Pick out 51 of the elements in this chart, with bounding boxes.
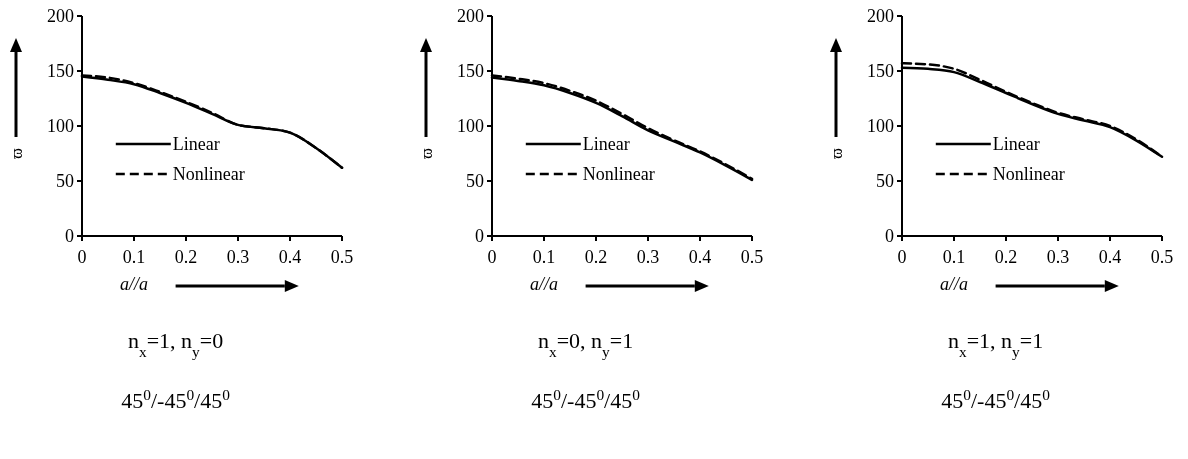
text: 45$^{0}$/-45$^{0}$/45$^{0}$ bbox=[941, 385, 1051, 413]
x-tick-label: 0.3 bbox=[1046, 247, 1070, 267]
x-tick-label: 0 bbox=[487, 247, 497, 267]
legend-label: Nonlinear bbox=[992, 164, 1065, 184]
text: n$_{x}$=1, n$_{y}$=1 bbox=[947, 328, 1044, 360]
legend-label: Linear bbox=[582, 134, 630, 154]
y-tick-label: 0 bbox=[475, 226, 484, 246]
x-tick-label: 0 bbox=[77, 247, 87, 267]
text: n$_{x}$=0, n$_{y}$=1 bbox=[537, 328, 634, 360]
x-tick-label: 0 bbox=[897, 247, 907, 267]
y-axis-title: ϖ bbox=[8, 148, 25, 159]
y-axis-title: ϖ bbox=[828, 148, 845, 159]
legend-label: Linear bbox=[172, 134, 220, 154]
x-tick-label: 0.4 bbox=[278, 247, 302, 267]
y-tick-label: 0 bbox=[885, 226, 894, 246]
x-axis-title: a//a bbox=[529, 274, 559, 294]
x-tick-label: 0.5 bbox=[740, 247, 764, 267]
x-tick-label: 0.2 bbox=[994, 247, 1018, 267]
y-tick-label: 0 bbox=[65, 226, 74, 246]
x-tick-label: 0.2 bbox=[584, 247, 608, 267]
x-tick-label: 0.2 bbox=[174, 247, 198, 267]
x-tick-label: 0.1 bbox=[122, 247, 146, 267]
x-axis-title: a//a bbox=[939, 274, 969, 294]
text: 45$^{0}$/-45$^{0}$/45$^{0}$ bbox=[121, 385, 231, 413]
x-tick-label: 0.3 bbox=[226, 247, 250, 267]
y-tick-label: 200 bbox=[47, 6, 74, 26]
y-tick-label: 150 bbox=[47, 61, 74, 81]
legend-label: Nonlinear bbox=[582, 164, 655, 184]
x-tick-label: 0.5 bbox=[330, 247, 354, 267]
text: 45$^{0}$/-45$^{0}$/45$^{0}$ bbox=[531, 385, 641, 413]
x-tick-label: 0.1 bbox=[942, 247, 966, 267]
x-tick-label: 0.3 bbox=[636, 247, 660, 267]
y-tick-label: 100 bbox=[47, 116, 74, 136]
y-tick-label: 150 bbox=[457, 61, 484, 81]
y-tick-label: 100 bbox=[457, 116, 484, 136]
y-tick-label: 50 bbox=[466, 171, 484, 191]
x-axis-title: a//a bbox=[119, 274, 149, 294]
y-tick-label: 200 bbox=[457, 6, 484, 26]
y-tick-label: 50 bbox=[56, 171, 74, 191]
y-tick-label: 100 bbox=[867, 116, 894, 136]
text: n$_{x}$=1, n$_{y}$=0 bbox=[127, 328, 224, 360]
x-tick-label: 0.4 bbox=[688, 247, 712, 267]
y-tick-label: 200 bbox=[867, 6, 894, 26]
legend-label: Linear bbox=[992, 134, 1040, 154]
x-tick-label: 0.5 bbox=[1150, 247, 1174, 267]
legend-label: Nonlinear bbox=[172, 164, 245, 184]
x-tick-label: 0.4 bbox=[1098, 247, 1122, 267]
x-tick-label: 0.1 bbox=[532, 247, 556, 267]
y-axis-title: ϖ bbox=[418, 148, 435, 159]
y-tick-label: 50 bbox=[876, 171, 894, 191]
y-tick-label: 150 bbox=[867, 61, 894, 81]
